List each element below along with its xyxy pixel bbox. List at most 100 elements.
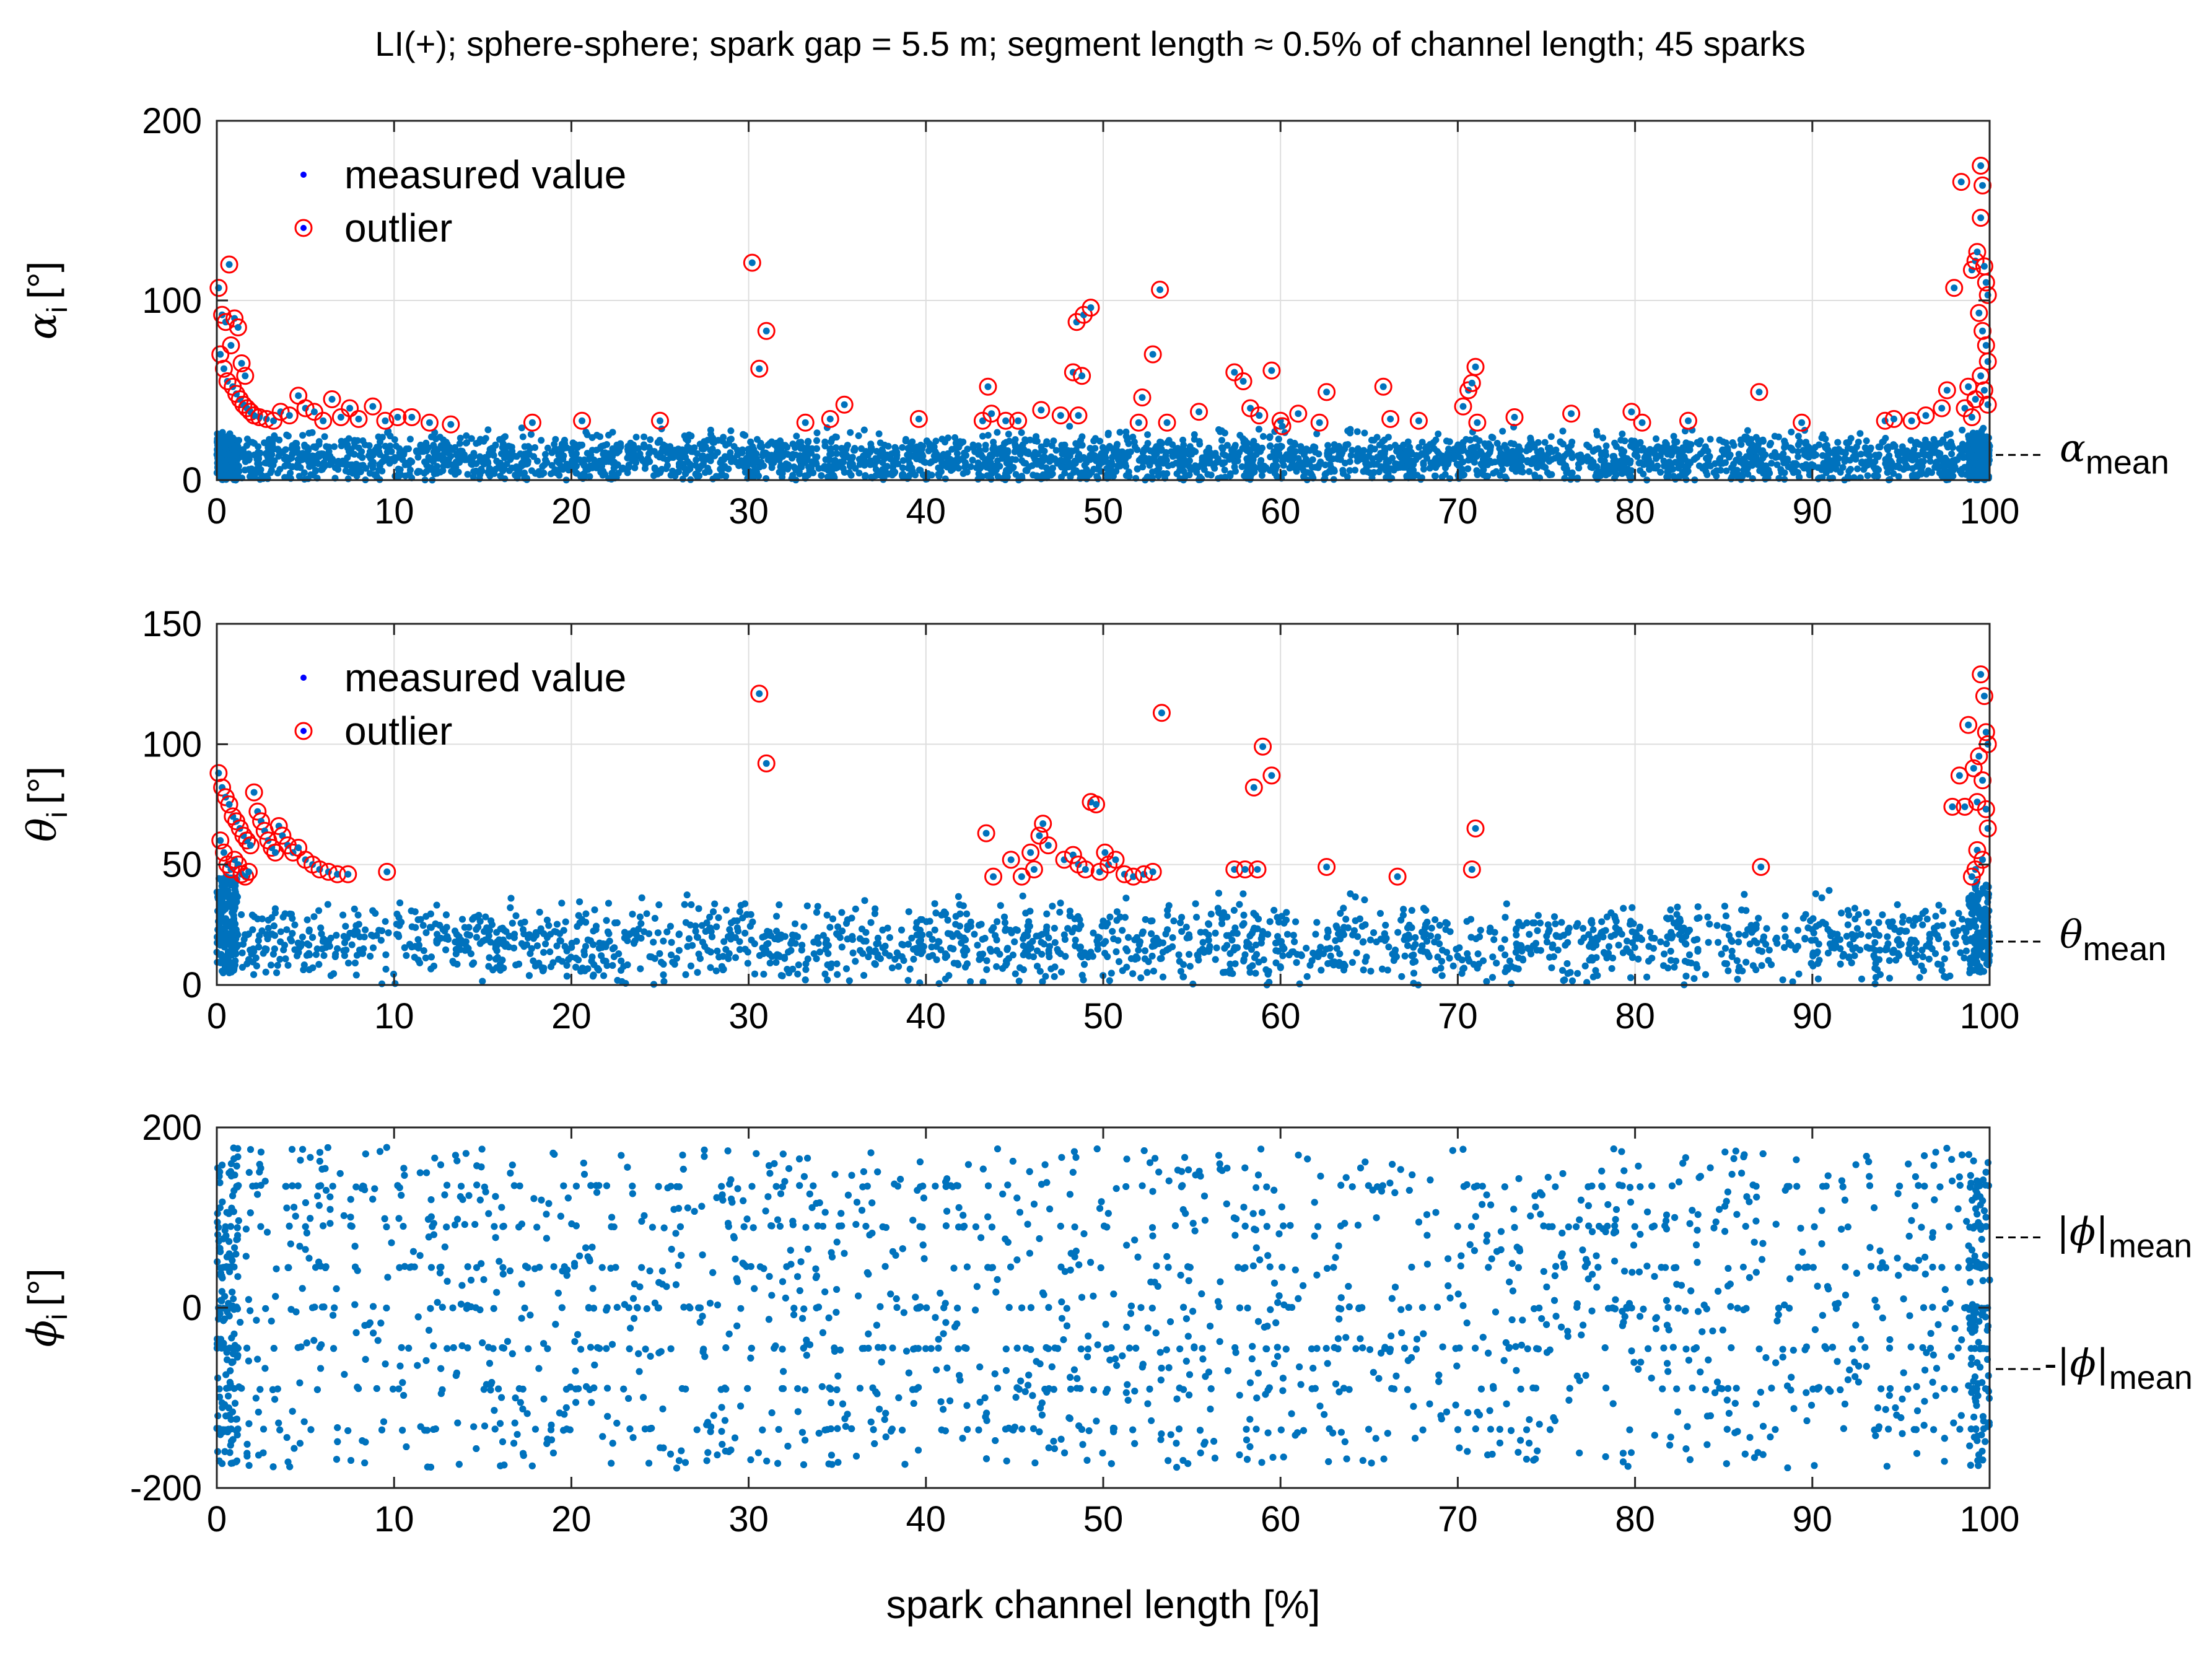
measured-point — [299, 432, 307, 439]
outlier-point — [763, 327, 770, 335]
measured-point — [1076, 456, 1083, 463]
measured-point — [1500, 452, 1508, 459]
measured-point — [1033, 433, 1040, 440]
outlier-point — [382, 417, 389, 424]
measured-point — [735, 449, 741, 456]
measured-point — [1568, 454, 1576, 462]
measured-point — [502, 447, 509, 455]
outlier-point — [1057, 412, 1064, 419]
measured-point — [406, 435, 414, 443]
y-tick-label: 100 — [142, 281, 202, 321]
outlier-point — [1149, 351, 1156, 358]
measured-point — [1310, 443, 1318, 450]
measured-point — [439, 467, 447, 475]
measured-point — [484, 458, 491, 466]
measured-point — [1760, 470, 1767, 477]
measured-point — [1728, 475, 1735, 483]
measured-point — [509, 465, 516, 471]
measured-point — [1902, 449, 1909, 457]
measured-point — [1744, 471, 1752, 478]
measured-point — [1036, 473, 1044, 480]
measured-point — [422, 447, 430, 455]
measured-point — [1656, 452, 1664, 460]
measured-point — [1925, 467, 1932, 475]
measured-point — [1602, 442, 1610, 450]
measured-point — [1843, 439, 1850, 447]
measured-point — [1070, 460, 1077, 468]
figure-title: LI(+); sphere-sphere; spark gap = 5.5 m;… — [375, 24, 1805, 63]
measured-point — [1738, 441, 1745, 448]
measured-point — [1331, 468, 1338, 475]
measured-point — [640, 433, 648, 440]
measured-point — [1861, 444, 1869, 452]
measured-point — [1665, 445, 1672, 452]
measured-point — [911, 446, 918, 453]
measured-point — [1155, 459, 1163, 466]
measured-point — [1706, 453, 1713, 460]
measured-point — [1446, 438, 1453, 445]
measured-point — [421, 470, 428, 477]
measured-point — [1842, 456, 1850, 463]
outlier-point — [1568, 410, 1575, 418]
measured-point — [1231, 458, 1238, 466]
measured-point — [984, 432, 992, 439]
measured-point — [430, 449, 437, 456]
measured-point — [1251, 468, 1258, 476]
measured-point — [673, 469, 680, 476]
measured-point — [704, 465, 712, 472]
measured-point — [1340, 470, 1347, 477]
measured-point — [1346, 467, 1353, 474]
measured-point — [1373, 460, 1381, 468]
outlier-point — [1980, 263, 1988, 270]
measured-point — [960, 438, 967, 445]
measured-point — [1587, 456, 1594, 463]
measured-point — [1865, 452, 1873, 458]
measured-point — [359, 454, 366, 462]
measured-point — [850, 447, 857, 454]
measured-point — [597, 468, 605, 476]
measured-point — [1274, 443, 1280, 450]
measured-point — [935, 473, 943, 479]
measured-point — [1295, 460, 1302, 468]
measured-point — [1834, 439, 1842, 446]
measured-point — [1913, 439, 1920, 446]
measured-point — [1115, 456, 1122, 463]
measured-point — [1619, 468, 1625, 475]
measured-point — [732, 458, 740, 466]
measured-point — [1178, 460, 1186, 468]
measured-point — [444, 447, 451, 455]
measured-point — [1980, 424, 1987, 432]
measured-point — [1487, 443, 1495, 450]
measured-point — [1384, 434, 1392, 441]
measured-point — [1052, 447, 1060, 454]
measured-point — [1909, 465, 1917, 472]
measured-point — [1486, 457, 1493, 465]
measured-point — [774, 453, 782, 461]
measured-point — [1755, 461, 1762, 468]
measured-point — [1967, 438, 1975, 445]
x-tick-label: 20 — [551, 491, 592, 532]
measured-point — [1946, 473, 1954, 479]
measured-point — [308, 429, 316, 436]
measured-point — [1864, 472, 1871, 479]
measured-point — [829, 435, 836, 443]
measured-point — [1496, 445, 1503, 452]
measured-point — [366, 470, 374, 477]
measured-point — [883, 451, 891, 458]
measured-point — [507, 443, 514, 450]
measured-point — [301, 441, 308, 449]
measured-point — [1690, 456, 1698, 463]
measured-point — [568, 448, 575, 455]
measured-point — [831, 460, 838, 467]
measured-point — [946, 457, 954, 465]
measured-point — [288, 445, 295, 452]
measured-point — [1292, 448, 1299, 455]
measured-point — [1257, 457, 1265, 464]
measured-point — [953, 450, 961, 457]
measured-point — [1620, 453, 1627, 461]
measured-point — [1707, 435, 1714, 443]
measured-point — [1546, 471, 1553, 478]
measured-point — [304, 450, 311, 458]
measured-point — [572, 463, 580, 470]
